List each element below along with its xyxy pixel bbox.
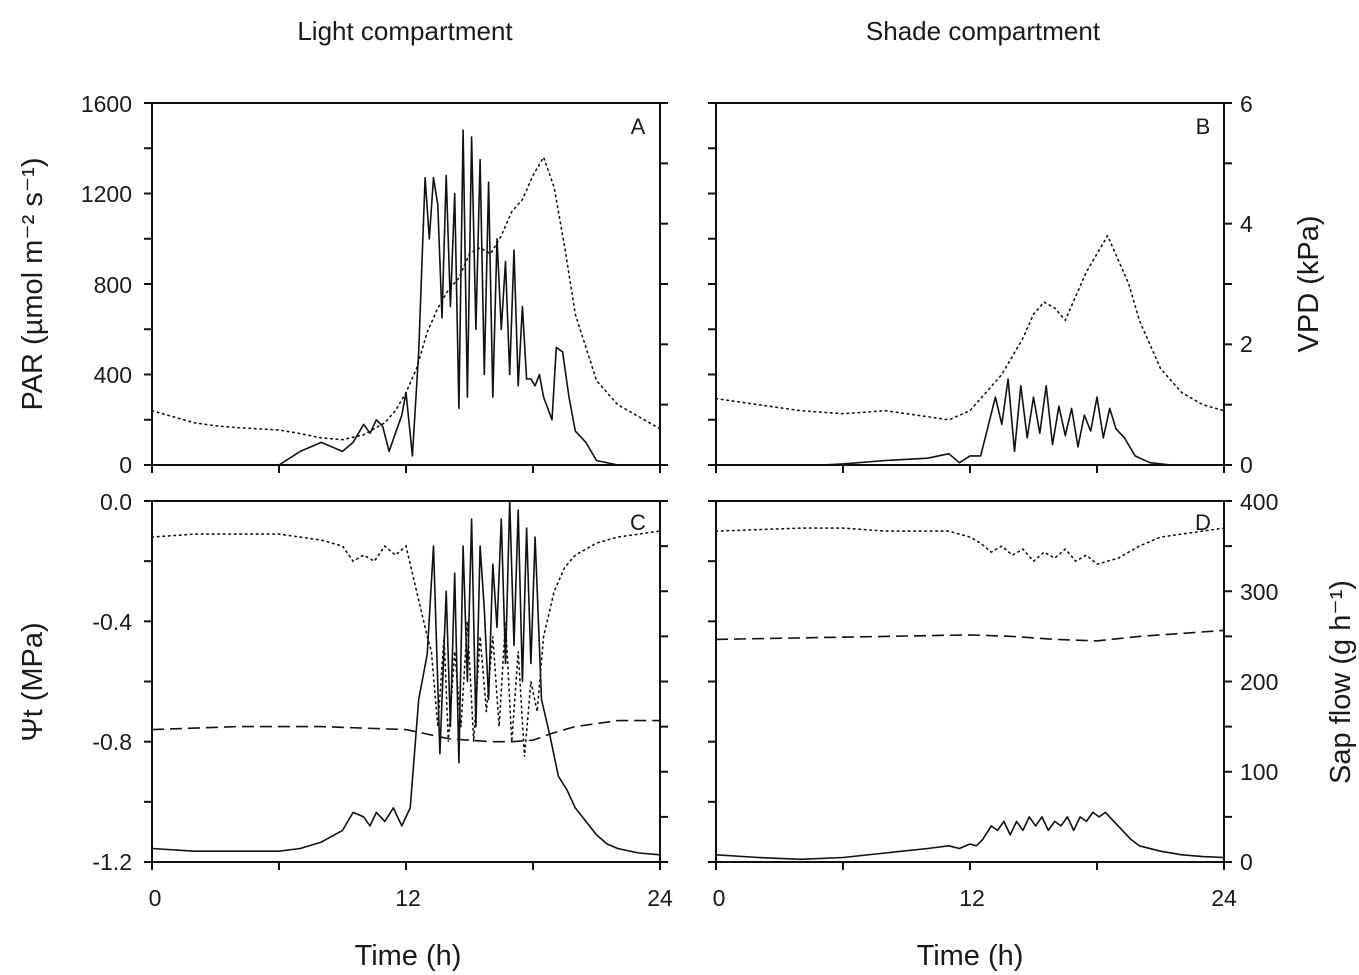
y-axis-label-psi: Ψt (MPa) — [17, 622, 49, 741]
panel-d-frame — [715, 500, 1225, 863]
panel-d-series-dotted-line — [715, 527, 1225, 566]
panel-a-series-dotted-line — [151, 155, 661, 441]
tick-label-a-y0: 0 — [119, 452, 132, 478]
panel-d-label: D — [1195, 510, 1211, 535]
panel-d-series-dashed-line — [715, 629, 1225, 642]
x-axis-label-right: Time (h) — [917, 940, 1024, 972]
y2-axis-label-vpd: VPD (kPa) — [1293, 216, 1325, 353]
y-axis-label-par: PAR (µmol m⁻² s⁻¹) — [17, 158, 49, 411]
column-title-shade: Shade compartment — [866, 16, 1101, 46]
tick-label-a-y3: 1200 — [81, 181, 132, 207]
tick-label-c-x2: 24 — [647, 885, 673, 911]
tick-label-d-y2-0: 0 — [1240, 849, 1253, 875]
x-axis-label-left: Time (h) — [355, 940, 462, 972]
tick-label-b-y2-3: 6 — [1240, 91, 1253, 117]
tick-label-d-x2: 24 — [1211, 885, 1237, 911]
y2-axis-label-sap-flow: Sap flow (g h⁻¹) — [1325, 580, 1357, 784]
panel-c-series-solid-line — [151, 500, 661, 856]
tick-label-c-y1: -0.8 — [92, 729, 132, 755]
tick-label-a-y4: 1600 — [81, 91, 132, 117]
tick-label-d-x0: 0 — [713, 885, 726, 911]
panel-c-frame — [151, 500, 661, 863]
panel-b-series-solid-line — [716, 378, 1224, 466]
panel-b-series-dotted-line — [715, 233, 1225, 421]
panel-d-series-solid-line — [715, 811, 1225, 861]
tick-label-a-y1: 400 — [94, 362, 132, 388]
tick-label-b-y2-1: 2 — [1240, 331, 1253, 357]
tick-label-d-x1: 12 — [959, 885, 985, 911]
tick-label-b-y2-0: 0 — [1240, 452, 1253, 478]
panel-b-label: B — [1196, 114, 1211, 139]
tick-label-d-y2-3: 300 — [1240, 579, 1278, 605]
panel-a-label: A — [631, 114, 646, 139]
panel-c-label: C — [630, 510, 646, 535]
column-title-light: Light compartment — [297, 16, 513, 46]
panel-c-series-dotted-line — [151, 530, 661, 757]
tick-label-a-y2: 800 — [94, 272, 132, 298]
panel-a-frame — [151, 102, 661, 466]
series-lines — [151, 129, 1225, 861]
tick-label-c-x0: 0 — [149, 885, 162, 911]
tick-marks — [144, 102, 1232, 870]
tick-label-d-y2-2: 200 — [1240, 669, 1278, 695]
panel-a-series-solid-line — [152, 129, 618, 466]
tick-label-b-y2-2: 4 — [1240, 211, 1253, 237]
panel-b-frame — [715, 102, 1225, 466]
panel-c-series-dashed-line — [151, 719, 660, 743]
tick-label-d-y2-1: 100 — [1240, 759, 1278, 785]
tick-label-c-x1: 12 — [395, 885, 421, 911]
tick-label-c-y0: -1.2 — [92, 849, 132, 875]
tick-label-d-y2-4: 400 — [1240, 489, 1278, 515]
tick-label-c-y2: -0.4 — [92, 609, 132, 635]
tick-label-c-y3: 0.0 — [100, 489, 132, 515]
